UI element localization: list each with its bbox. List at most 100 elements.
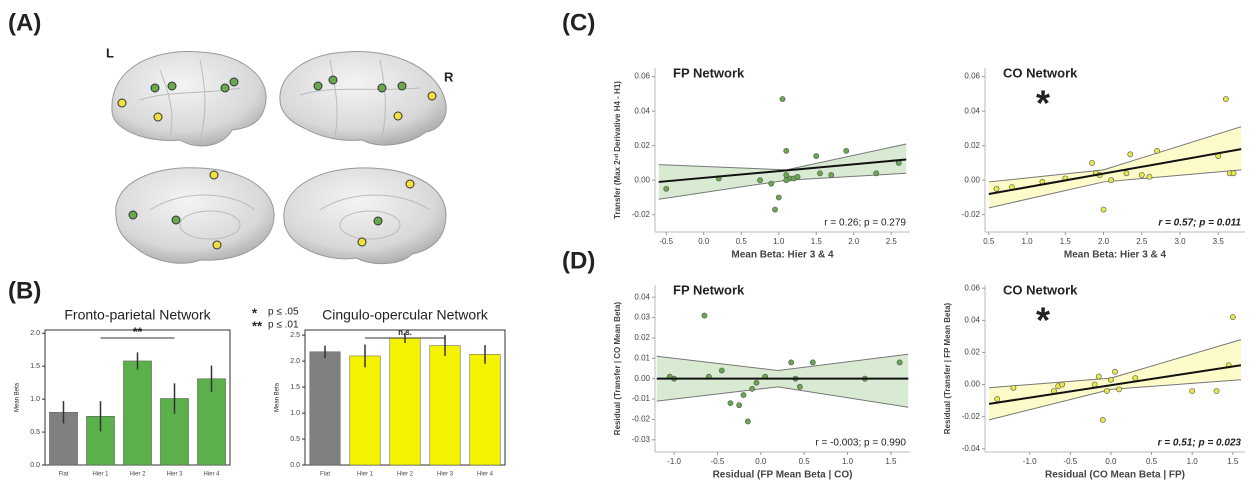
- y-axis-label: Transfer (Max 2ⁿᵈ Derivative H4 - H1): [613, 81, 622, 219]
- bar: [390, 338, 420, 465]
- significance-label: n.s.: [398, 328, 412, 337]
- point: [741, 392, 746, 397]
- y-tick-label: 0.06: [964, 283, 980, 292]
- point: [1223, 96, 1228, 101]
- chart-title: FP Network: [673, 282, 745, 297]
- y-tick-label: 0.02: [964, 348, 980, 357]
- y-tick-label: 0.06: [634, 72, 650, 81]
- x-tick-label: 1.5: [1227, 457, 1239, 466]
- chart-title: CO Network: [1003, 65, 1078, 80]
- x-tick-label: 0.0: [698, 237, 710, 246]
- panel-label: (C): [562, 9, 595, 36]
- y-axis-label: Mean Beta: [275, 382, 281, 412]
- point: [745, 419, 750, 424]
- point: [1147, 174, 1152, 179]
- point: [1112, 369, 1117, 374]
- point: [897, 360, 902, 365]
- y-tick-label: 1.5: [30, 363, 40, 370]
- x-tick-label: 2.5: [886, 237, 898, 246]
- point: [1109, 178, 1114, 183]
- bar: [470, 354, 500, 465]
- y-tick-label: 0.03: [634, 313, 650, 322]
- point: [728, 401, 733, 406]
- bar: [310, 352, 340, 465]
- point: [719, 368, 724, 373]
- y-tick-label: -0.01: [632, 394, 651, 403]
- x-axis-label: Mean Beta: Hier 3 & 4: [1064, 250, 1167, 261]
- x-tick-label: -1.0: [1023, 457, 1037, 466]
- x-tick-label: 0.5: [799, 457, 811, 466]
- confidence-band: [657, 354, 909, 407]
- point: [1116, 387, 1121, 392]
- y-tick-label: 0.02: [634, 141, 650, 150]
- point: [1104, 388, 1109, 393]
- y-axis-label: Residual (Transfer | CO Mean Beta): [613, 301, 622, 435]
- y-tick-label: -0.02: [962, 412, 981, 421]
- y-tick-label: 0.00: [964, 175, 980, 184]
- y-axis-label: Mean Beta: [15, 382, 21, 412]
- chart-title: CO Network: [1003, 282, 1078, 297]
- point: [995, 396, 1000, 401]
- chart-title: Fronto-parietal Network: [64, 307, 211, 323]
- point: [772, 207, 777, 212]
- y-tick-label: 2.0: [290, 358, 300, 365]
- x-tick-label: 3.0: [1174, 237, 1186, 246]
- point: [769, 181, 774, 186]
- point: [1190, 388, 1195, 393]
- panel-label: (A): [8, 9, 41, 36]
- x-tick-label: Flat: [58, 472, 68, 478]
- x-tick-label: Hier 3: [166, 472, 183, 478]
- y-tick-label: 1.0: [30, 396, 40, 403]
- x-tick-label: 1.5: [1060, 237, 1072, 246]
- point: [754, 380, 759, 385]
- panel-label: (B): [8, 277, 41, 304]
- y-tick-label: 0.04: [964, 315, 980, 324]
- point: [810, 360, 815, 365]
- significance-mark: *: [1036, 300, 1050, 341]
- y-tick-label: 0.01: [634, 353, 650, 362]
- y-tick-label: 2.5: [290, 332, 300, 339]
- point: [784, 178, 789, 183]
- x-tick-label: Hier 2: [397, 472, 414, 478]
- y-tick-label: 2.0: [30, 330, 40, 337]
- point: [776, 195, 781, 200]
- chart-title: FP Network: [673, 65, 745, 80]
- x-axis-label: Residual (CO Mean Beta | FP): [1045, 470, 1185, 481]
- point: [1231, 171, 1236, 176]
- hemisphere-label: L: [106, 45, 114, 60]
- x-tick-label: 1.0: [773, 237, 785, 246]
- y-tick-label: 0.0: [290, 462, 300, 469]
- bar: [430, 346, 460, 465]
- point: [750, 386, 755, 391]
- stat-label: r = 0.51; p = 0.023: [1158, 438, 1242, 449]
- x-tick-label: 0.5: [736, 237, 748, 246]
- point: [1100, 417, 1105, 422]
- brain-images: [112, 52, 446, 264]
- point: [814, 153, 819, 158]
- x-tick-label: -0.5: [711, 457, 725, 466]
- point: [1101, 207, 1106, 212]
- point: [1108, 377, 1113, 382]
- panel-label: (D): [562, 247, 595, 274]
- x-tick-label: -1.0: [667, 457, 681, 466]
- bar: [123, 361, 151, 465]
- stat-label: r = 0.57; p = 0.011: [1158, 218, 1241, 229]
- point: [1011, 385, 1016, 390]
- point: [1230, 315, 1235, 320]
- confidence-band: [989, 340, 1241, 420]
- x-tick-label: Flat: [320, 472, 330, 478]
- key-label: p ≤ .05: [268, 307, 299, 318]
- point: [1139, 172, 1144, 177]
- point: [874, 171, 879, 176]
- x-tick-label: 1.0: [1021, 237, 1033, 246]
- y-tick-label: 0.00: [634, 175, 650, 184]
- x-tick-label: Hier 4: [477, 472, 494, 478]
- x-axis-label: Residual (FP Mean Beta | CO): [713, 470, 853, 481]
- x-tick-label: 1.0: [842, 457, 854, 466]
- significance-mark: *: [1036, 83, 1050, 124]
- point: [757, 178, 762, 183]
- significance-label: **: [133, 325, 143, 339]
- y-tick-label: 0.06: [964, 72, 980, 81]
- point: [829, 172, 834, 177]
- x-tick-label: 0.5: [1146, 457, 1158, 466]
